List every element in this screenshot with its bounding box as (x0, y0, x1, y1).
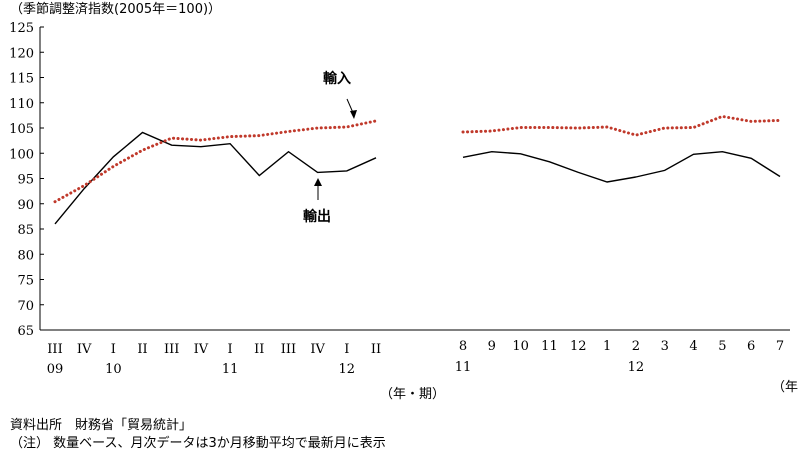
monthly-x-tick-label: 10 (512, 339, 529, 354)
import-label: 輸入 (323, 70, 351, 87)
y-tick-label: 105 (9, 122, 34, 137)
y-tick-label: 80 (17, 248, 34, 263)
quarterly-x-tick-label: IV (77, 342, 92, 357)
y-axis-label: （季節調整済指数(2005年＝100)） (10, 1, 221, 17)
export-annotation: 輸出 (303, 178, 331, 225)
quarterly-axis-unit: （年・期） (380, 387, 445, 402)
monthly-x-tick-label: 11 (541, 339, 558, 354)
y-tick-label: 100 (9, 147, 34, 162)
footnote: （注） 数量ベース、月次データは3か月移動平均で最新月に表示 (10, 436, 386, 451)
export-label: 輸出 (303, 208, 331, 225)
monthly-x-tick-label: 7 (776, 339, 784, 354)
y-tick-label: 65 (17, 324, 34, 339)
quarterly-x-tick-label: II (254, 342, 264, 357)
quarterly-x-tick-label: I (344, 342, 349, 357)
monthly-x-tick-label: 4 (689, 339, 697, 354)
y-tick-label: 85 (17, 223, 34, 238)
quarterly-year-label: 11 (222, 362, 239, 377)
quarterly-x-tick-label: II (371, 342, 381, 357)
quarterly-year-label: 12 (339, 362, 356, 377)
export-arrow-head (314, 178, 322, 186)
y-tick-label: 70 (17, 299, 34, 314)
y-tick-label: 115 (9, 72, 34, 87)
monthly-x-tick-label: 6 (747, 339, 755, 354)
monthly-x-tick-label: 5 (718, 339, 726, 354)
import-monthly-line (461, 114, 782, 137)
quarterly-x-tick-label: IV (194, 342, 209, 357)
y-tick-label: 90 (17, 198, 34, 213)
quarterly-x-tick-label: I (228, 342, 233, 357)
source-note: 資料出所 財務省「貿易統計」 (10, 418, 193, 433)
monthly-axis-unit: （年・ (772, 380, 800, 395)
monthly-x-tick-label: 2 (632, 339, 640, 354)
monthly-x-tick-label: 9 (488, 339, 496, 354)
monthly-year-label: 11 (455, 360, 472, 375)
export-monthly-line (462, 150, 781, 183)
quarterly-x-tick-label: II (137, 342, 147, 357)
quarterly-year-label: 10 (105, 362, 122, 377)
quarterly-x-tick-label: I (111, 342, 116, 357)
monthly-x-tick-label: 3 (661, 339, 669, 354)
quarterly-x-tick-label: III (164, 342, 179, 357)
y-tick-label: 125 (9, 21, 34, 36)
y-tick-label: 110 (9, 97, 34, 112)
series-layer (53, 114, 782, 225)
y-tick-label: 95 (17, 173, 34, 188)
monthly-x-tick-label: 1 (603, 339, 611, 354)
import-annotation: 輸入 (323, 70, 357, 119)
export-quarterly-line (54, 131, 377, 225)
y-tick-label: 75 (17, 274, 34, 289)
quarterly-year-label: 09 (47, 362, 64, 377)
axes (39, 26, 790, 331)
import-arrow-head (350, 110, 357, 119)
monthly-x-tick-label: 12 (570, 339, 587, 354)
quarterly-x-tick-label: III (47, 342, 62, 357)
quarterly-x-tick-label: IV (310, 342, 325, 357)
monthly-year-label: 12 (628, 360, 645, 375)
quarterly-x-tick-label: III (281, 342, 296, 357)
import-quarterly-line (53, 119, 378, 204)
y-tick-label: 120 (9, 46, 34, 61)
monthly-x-tick-label: 8 (459, 339, 467, 354)
